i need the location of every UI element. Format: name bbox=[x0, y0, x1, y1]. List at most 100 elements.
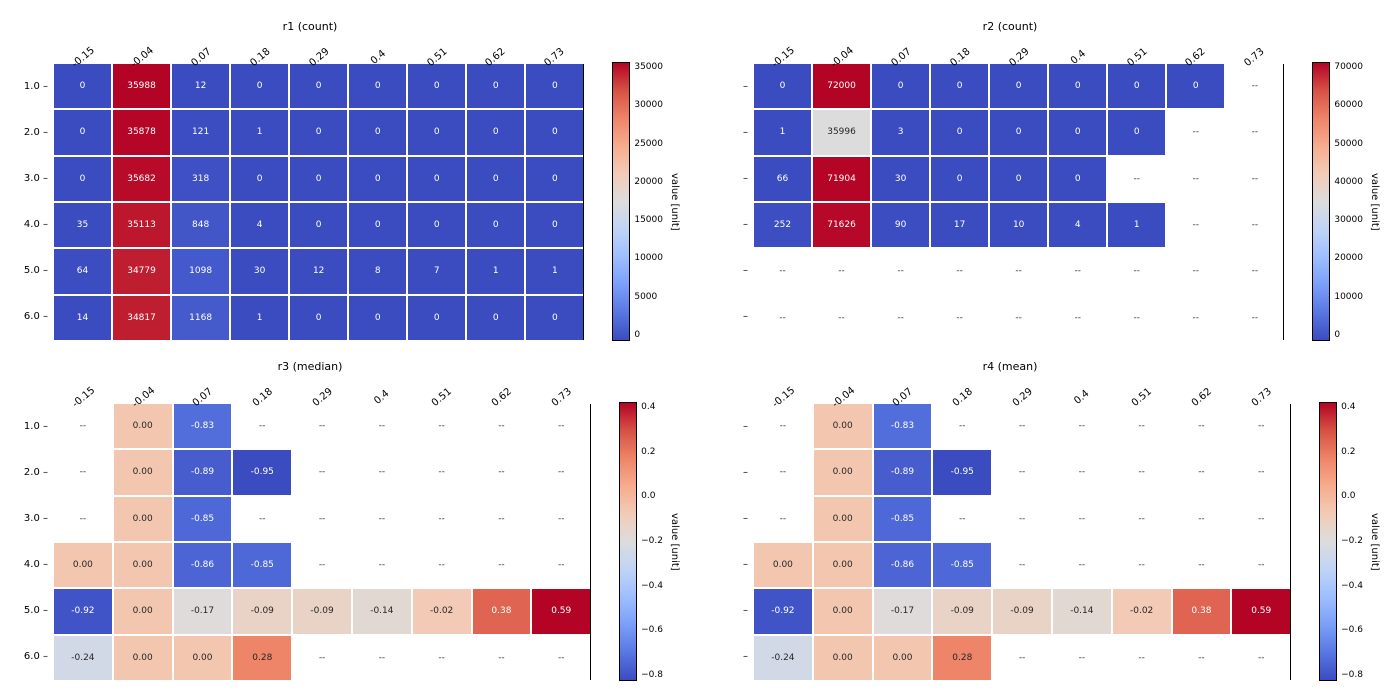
heatmap-cell: -0.85 bbox=[233, 543, 291, 587]
heatmap-cell: -- bbox=[532, 497, 590, 541]
heatmap-cell: -- bbox=[1167, 203, 1224, 247]
heatmap-cell: 14 bbox=[54, 296, 111, 340]
heatmap-cell: 35878 bbox=[113, 110, 170, 154]
heatmap-cell: 0 bbox=[349, 203, 406, 247]
heatmap-cell: -- bbox=[353, 497, 411, 541]
heatmap-cell: -- bbox=[1108, 157, 1165, 201]
heatmap-cell: 0.00 bbox=[874, 636, 932, 680]
heatmap-cell: 0 bbox=[231, 157, 288, 201]
heatmap-cell: -- bbox=[293, 497, 351, 541]
heatmap-cell: 7 bbox=[408, 249, 465, 293]
heatmap-cell: -- bbox=[990, 296, 1047, 340]
colorbar-gradient bbox=[619, 402, 637, 681]
heatmap-cell: -0.85 bbox=[874, 497, 932, 541]
heatmap-cell: 30 bbox=[872, 157, 929, 201]
heatmap-cell: 0 bbox=[990, 110, 1047, 154]
heatmap-cells: --0.00-0.83--------------0.00-0.89-0.95-… bbox=[754, 404, 1291, 680]
heatmap-cell: -- bbox=[473, 636, 531, 680]
heatmap-panel-r4: r4 (mean)––––––-0.15-0.040.070.180.290.4… bbox=[720, 360, 1380, 680]
heatmap-cell: 0.28 bbox=[933, 636, 991, 680]
heatmap-cell: 0 bbox=[467, 110, 524, 154]
heatmap-cell: -- bbox=[993, 636, 1051, 680]
heatmap-cell: 1 bbox=[1108, 203, 1165, 247]
heatmap-cell: -0.89 bbox=[174, 450, 232, 494]
heatmap-cell: -0.85 bbox=[933, 543, 991, 587]
colorbar: 700006000050000400003000020000100000valu… bbox=[1312, 35, 1380, 340]
heatmap-cell: -- bbox=[813, 249, 870, 293]
heatmap-cell: -0.02 bbox=[1113, 589, 1171, 633]
colorbar-gradient bbox=[612, 62, 630, 341]
colorbar-ticks: 0.40.20.0−0.2−0.4−0.6−0.8 bbox=[641, 403, 663, 680]
heatmap-cell: -- bbox=[413, 450, 471, 494]
heatmap-grid: r1 (count)1.0 –2.0 –3.0 –4.0 –5.0 –6.0 –… bbox=[20, 20, 1380, 680]
heatmap-cell: 121 bbox=[172, 110, 229, 154]
panel-title: r4 (mean) bbox=[640, 360, 1380, 373]
heatmap-cell: -- bbox=[990, 249, 1047, 293]
heatmap-cell: -- bbox=[1167, 157, 1224, 201]
heatmap-cell: 35113 bbox=[113, 203, 170, 247]
heatmap-cell: -- bbox=[54, 497, 112, 541]
heatmap-cells: 072000000000--13599630000----66719043000… bbox=[754, 64, 1284, 340]
heatmap-cell: -- bbox=[1113, 497, 1171, 541]
heatmap-cell: -- bbox=[1173, 450, 1231, 494]
heatmap-cell: -- bbox=[1226, 110, 1283, 154]
heatmap-cell: -- bbox=[1053, 636, 1111, 680]
heatmap-cell: 30 bbox=[231, 249, 288, 293]
heatmap-cell: 10 bbox=[990, 203, 1047, 247]
heatmap-cell: -- bbox=[54, 450, 112, 494]
heatmap-panel-r1: r1 (count)1.0 –2.0 –3.0 –4.0 –5.0 –6.0 –… bbox=[20, 20, 680, 340]
heatmap-cell: 0.00 bbox=[114, 543, 172, 587]
heatmap-cell: 1 bbox=[231, 110, 288, 154]
y-axis-labels: –––––– bbox=[720, 35, 754, 340]
heatmap-cell: 1 bbox=[231, 296, 288, 340]
heatmap-cell: -- bbox=[1226, 203, 1283, 247]
heatmap-cell: 1098 bbox=[172, 249, 229, 293]
heatmap-cell: -0.02 bbox=[413, 589, 471, 633]
heatmap-cell: 0 bbox=[931, 110, 988, 154]
colorbar-gradient bbox=[1312, 62, 1330, 341]
heatmap-cell: 34779 bbox=[113, 249, 170, 293]
heatmap-cell: 0.00 bbox=[814, 636, 872, 680]
heatmap-cell: -- bbox=[473, 497, 531, 541]
heatmap-cell: 0.00 bbox=[114, 589, 172, 633]
heatmap-cell: 0.00 bbox=[814, 497, 872, 541]
heatmap-cell: -- bbox=[931, 249, 988, 293]
heatmap-cell: 0.59 bbox=[1232, 589, 1290, 633]
heatmap-cell: 8 bbox=[349, 249, 406, 293]
heatmap-cell: -- bbox=[993, 450, 1051, 494]
heatmap-cell: -- bbox=[1113, 636, 1171, 680]
heatmap-cell: 0 bbox=[1108, 110, 1165, 154]
heatmap-cell: -0.92 bbox=[754, 589, 812, 633]
heatmap-cell: -- bbox=[1232, 543, 1290, 587]
heatmap-cell: 0 bbox=[54, 110, 111, 154]
heatmap-cell: 0.00 bbox=[174, 636, 232, 680]
heatmap-cell: -- bbox=[353, 543, 411, 587]
heatmap-cell: -- bbox=[1108, 249, 1165, 293]
heatmap-cell: -- bbox=[993, 497, 1051, 541]
heatmap-cell: 71626 bbox=[813, 203, 870, 247]
heatmap-cell: -0.14 bbox=[1053, 589, 1111, 633]
heatmap-cell: 34817 bbox=[113, 296, 170, 340]
heatmap-cell: -- bbox=[413, 497, 471, 541]
heatmap-cell: 0 bbox=[1049, 157, 1106, 201]
heatmap-cell: 0.00 bbox=[754, 543, 812, 587]
heatmap-cell: 848 bbox=[172, 203, 229, 247]
heatmap-cell: -- bbox=[1173, 636, 1231, 680]
heatmap-cell: -- bbox=[532, 450, 590, 494]
heatmap-cell: 0.00 bbox=[114, 497, 172, 541]
x-axis-labels: -0.15-0.040.070.180.290.40.510.620.73 bbox=[54, 375, 591, 404]
heatmap-cell: 0.38 bbox=[1173, 589, 1231, 633]
heatmap-cell: 0 bbox=[467, 203, 524, 247]
heatmap-cell: 64 bbox=[54, 249, 111, 293]
heatmap-cell: -0.24 bbox=[754, 636, 812, 680]
colorbar-ticks: 35000300002500020000150001000050000 bbox=[634, 63, 663, 340]
heatmap-cell: 252 bbox=[754, 203, 811, 247]
heatmap-cell: -- bbox=[532, 543, 590, 587]
y-axis-labels: 1.0 –2.0 –3.0 –4.0 –5.0 –6.0 – bbox=[20, 375, 54, 680]
heatmap-cell: -- bbox=[1113, 450, 1171, 494]
heatmap-cell: 0.59 bbox=[532, 589, 590, 633]
heatmap-cell: -- bbox=[933, 497, 991, 541]
heatmap-cell: -- bbox=[1173, 497, 1231, 541]
x-axis-labels: -0.15-0.040.070.180.290.40.510.620.73 bbox=[754, 375, 1291, 404]
colorbar-label: value [unit] bbox=[669, 513, 680, 571]
